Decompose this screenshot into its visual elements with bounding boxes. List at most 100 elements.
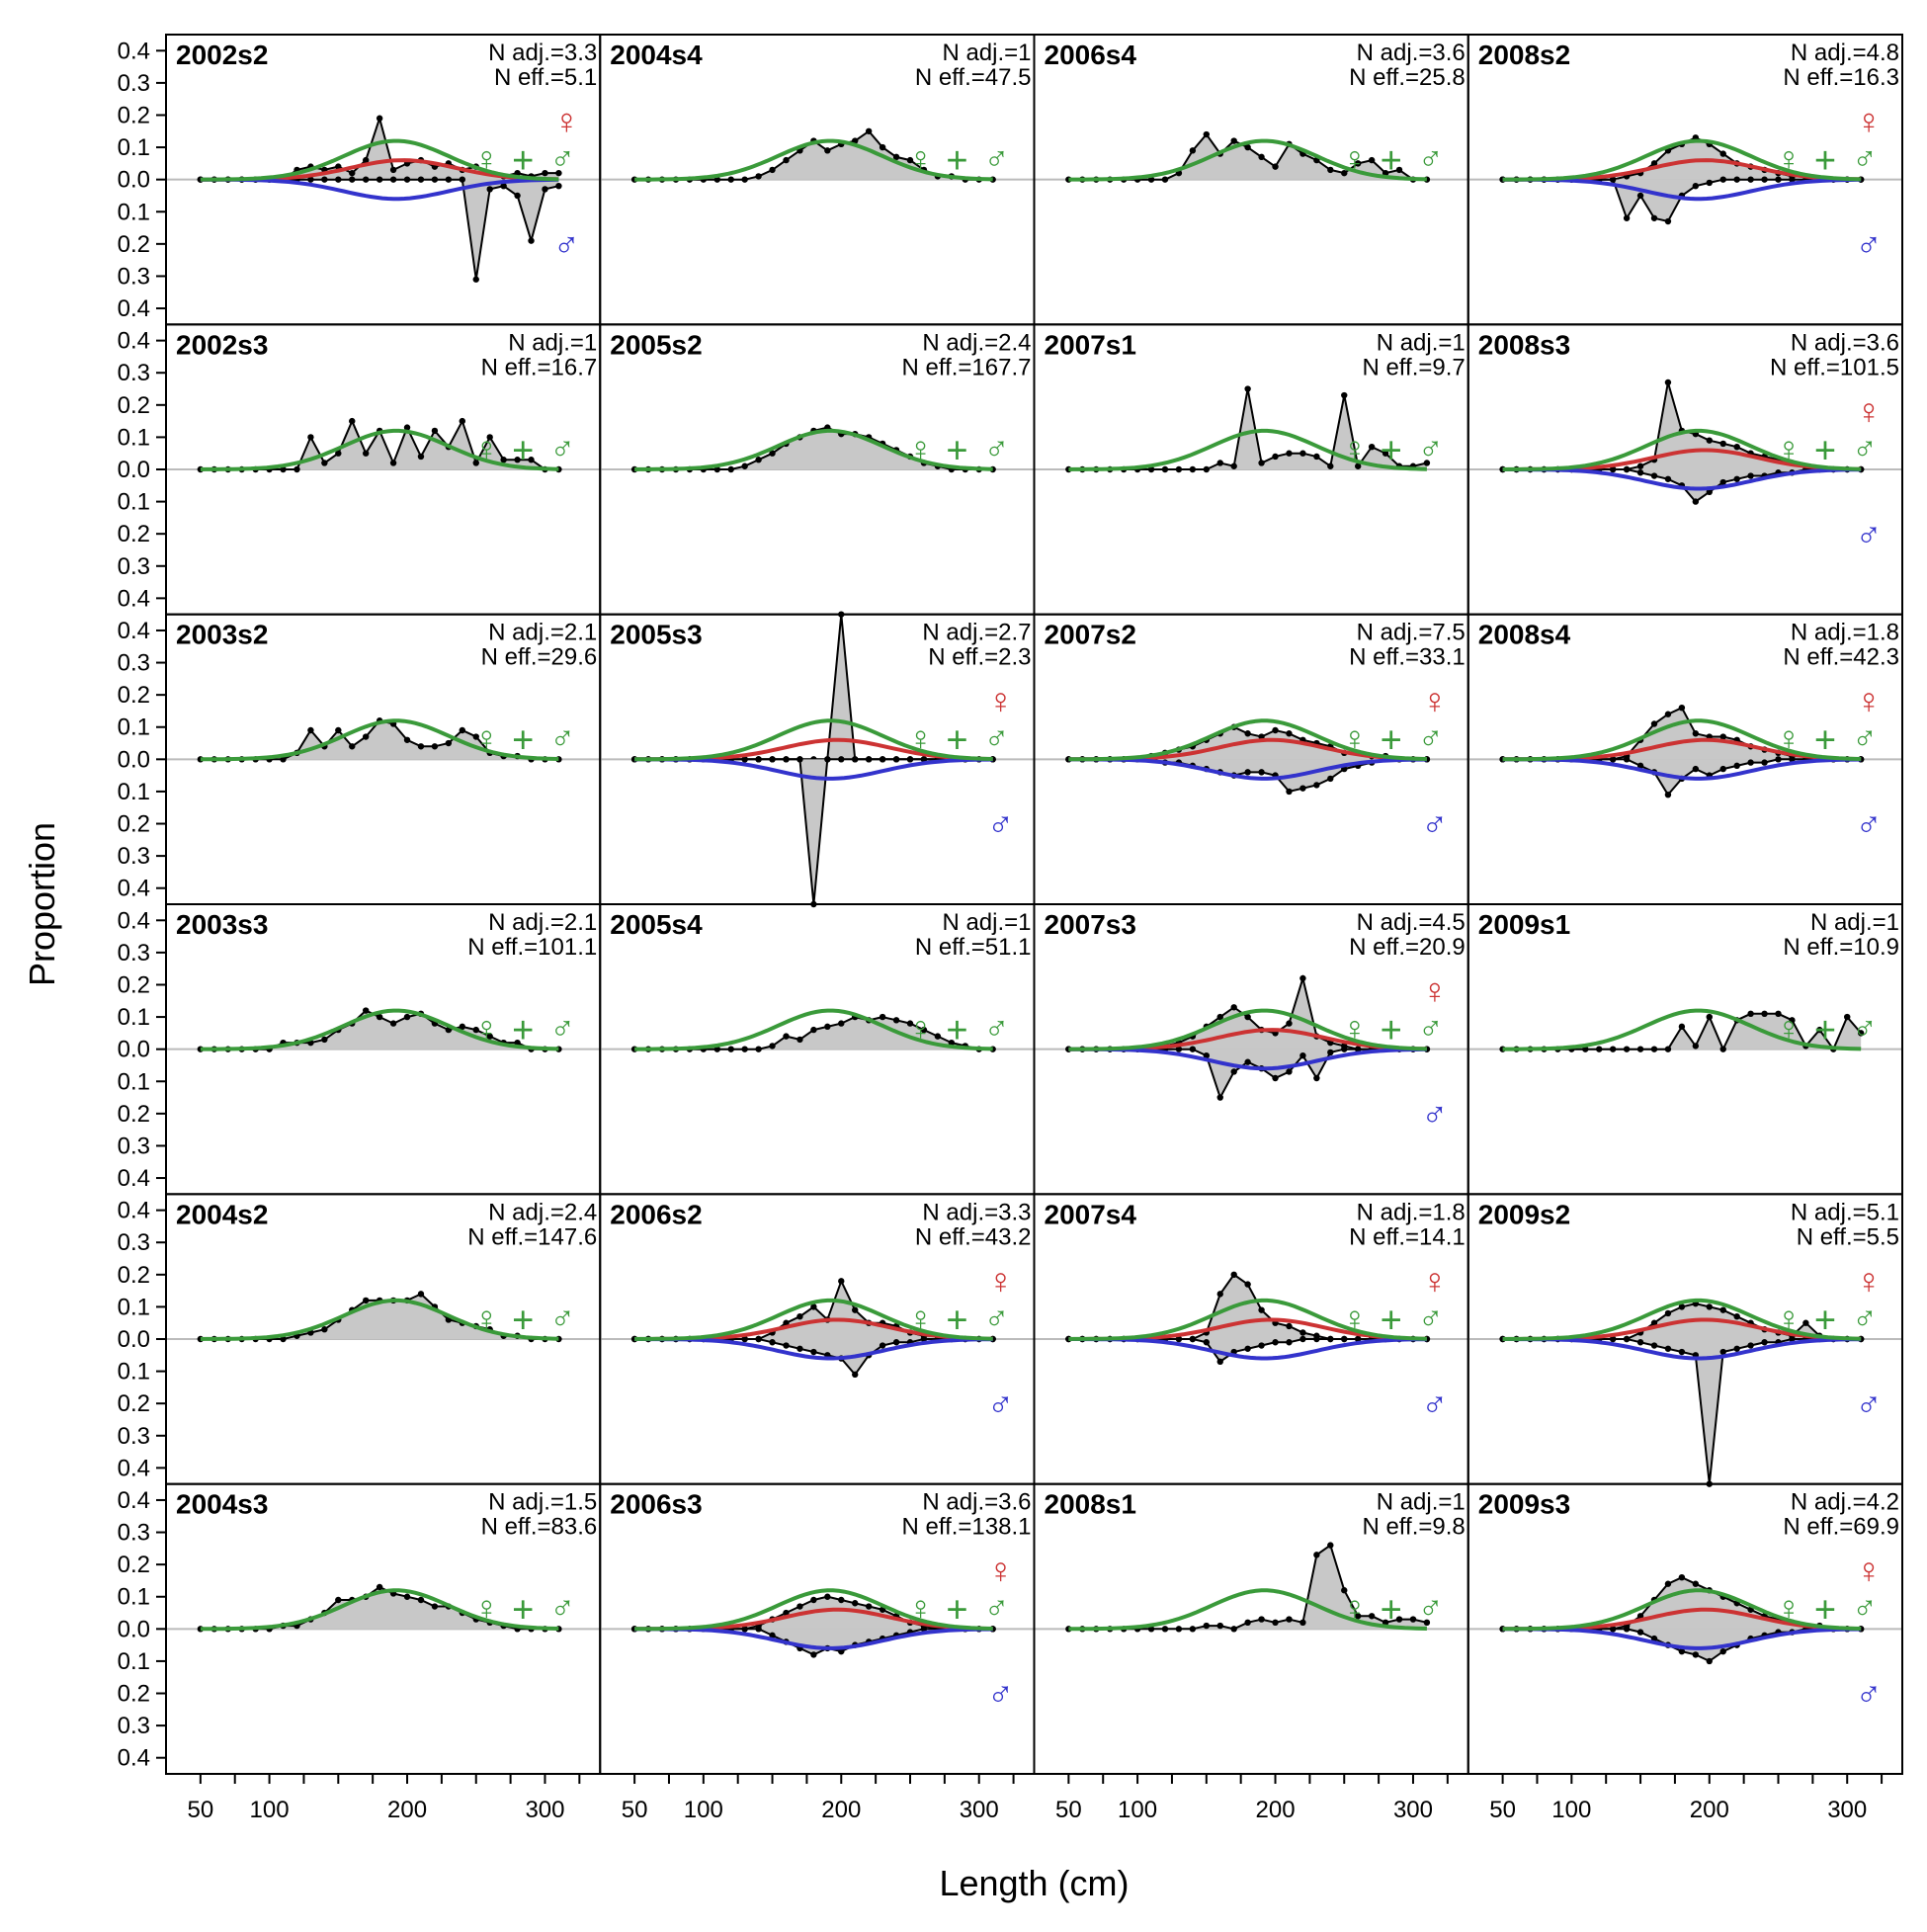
- x-axis-title: Length (cm): [939, 1863, 1129, 1903]
- panel-2006s4: ♀ + ♂ 2006s4 N adj.=3.6N eff.=25.8: [1033, 34, 1469, 326]
- male-obs-point: [1775, 756, 1782, 763]
- female-symbol: ♀: [553, 101, 580, 141]
- male-obs-point: [1650, 214, 1658, 221]
- n-eff-label: N eff.=69.9: [1783, 1514, 1899, 1541]
- combined-male-symbol: ♂: [984, 140, 1010, 178]
- obs-point: [335, 726, 342, 734]
- y-tick-label: 0.2: [118, 682, 150, 709]
- obs-point: [1258, 460, 1265, 466]
- male-obs-fill: [634, 1629, 993, 1655]
- obs-fill: [200, 1294, 559, 1339]
- total-exp-line: [1068, 138, 1427, 182]
- n-eff-label: N eff.=10.9: [1783, 934, 1899, 961]
- male-obs-point: [1341, 1046, 1348, 1052]
- male-exp-line: [1502, 757, 1862, 781]
- panel-title: 2004s4: [610, 40, 703, 70]
- male-obs-point: [892, 756, 900, 763]
- panel-title: 2007s2: [1045, 620, 1136, 650]
- total-exp-line: [1502, 1008, 1862, 1051]
- male-obs-point: [796, 1345, 803, 1352]
- n-adj-label: N adj.=1: [942, 40, 1031, 66]
- male-obs-point: [528, 237, 535, 244]
- obs-point: [293, 465, 300, 473]
- combined-female-symbol: ♀: [908, 720, 934, 758]
- obs-point: [500, 457, 507, 463]
- female-obs-point: [810, 1596, 817, 1604]
- n-adj-label: N adj.=4.2: [1791, 1489, 1899, 1516]
- combined-plus-symbol: +: [1814, 1010, 1836, 1051]
- n-adj-label: N adj.=1: [1810, 909, 1899, 936]
- obs-fill: [1068, 388, 1427, 469]
- male-obs-point: [1313, 782, 1320, 789]
- obs-point: [1423, 460, 1431, 466]
- male-obs-point: [892, 1339, 900, 1346]
- combined-plus-symbol: +: [1381, 1590, 1402, 1632]
- combined-male-symbol: ♂: [550, 430, 576, 467]
- male-obs-point: [1272, 1074, 1279, 1082]
- panel-title: 2005s3: [610, 620, 702, 650]
- male-exp-line: [1502, 467, 1862, 491]
- y-tick-label: 0.0: [118, 746, 150, 773]
- obs-point: [321, 460, 328, 466]
- panel-2003s2: ♀ + ♂ 2003s2 N adj.=2.1N eff.=29.6 0.4 0.3 0.2 0…: [118, 613, 602, 906]
- obs-point: [389, 460, 397, 466]
- male-obs-point: [1175, 1046, 1183, 1052]
- combined-male-symbol: ♂: [984, 430, 1010, 467]
- male-obs-fill: [634, 759, 993, 904]
- female-obs-point: [838, 1596, 845, 1604]
- obs-point: [445, 739, 453, 747]
- obs-point: [431, 427, 439, 435]
- male-obs-point: [1692, 498, 1700, 505]
- obs-point: [934, 1033, 942, 1040]
- male-obs-point: [1286, 1339, 1293, 1346]
- x-tick-label: 100: [1118, 1797, 1157, 1823]
- combined-female-symbol: ♀: [1342, 720, 1368, 758]
- female-obs-point: [1286, 1020, 1293, 1027]
- obs-point: [1299, 1619, 1306, 1627]
- male-obs-point: [1216, 1358, 1223, 1366]
- n-eff-label: N eff.=20.9: [1349, 934, 1466, 961]
- panel-2004s3: ♀ + ♂ 2004s3 N adj.=1.5N eff.=83.6 0.4 0.3 0.2 0…: [118, 1482, 602, 1823]
- male-obs-point: [879, 1342, 886, 1349]
- combined-plus-symbol: +: [946, 430, 967, 471]
- obs-point: [431, 1603, 439, 1610]
- female-obs-fill: [1502, 137, 1862, 180]
- male-obs-point: [403, 176, 411, 183]
- obs-point: [472, 733, 479, 740]
- female-obs-point: [783, 1319, 790, 1326]
- obs-point: [1706, 1013, 1713, 1021]
- panel-2008s4: ♀♂♀ + ♂2008s4 N adj.=1.8N eff.=42.3: [1466, 613, 1903, 906]
- obs-point: [1382, 1619, 1389, 1627]
- female-obs-point: [1692, 730, 1700, 737]
- y-axis-title: Proportion: [22, 822, 62, 986]
- male-obs-point: [1354, 1046, 1362, 1052]
- male-obs-point: [1609, 465, 1617, 473]
- combined-plus-symbol: +: [1381, 1010, 1402, 1051]
- y-tick-label: 0.2: [118, 971, 150, 998]
- panel-title: 2006s4: [1045, 40, 1137, 70]
- male-obs-point: [810, 1651, 817, 1658]
- male-obs-point: [1650, 1342, 1658, 1349]
- obs-point: [1636, 1046, 1644, 1052]
- obs-point: [1327, 166, 1334, 174]
- combined-female-symbol: ♀: [474, 430, 500, 467]
- male-obs-point: [1775, 176, 1782, 183]
- obs-point: [1216, 1622, 1223, 1630]
- combined-male-symbol: ♂: [1418, 1590, 1444, 1628]
- y-tick-label: 0.4: [118, 1745, 150, 1772]
- x-tick-label: 100: [684, 1797, 723, 1823]
- total-exp-line: [200, 138, 559, 182]
- combined-female-symbol: ♀: [474, 720, 500, 758]
- male-obs-point: [1719, 1647, 1726, 1655]
- female-obs-point: [1802, 1319, 1809, 1326]
- y-tick-label: 0.2: [118, 1101, 150, 1128]
- male-obs-point: [1706, 1657, 1713, 1665]
- panel-title: 2004s2: [176, 1199, 268, 1229]
- female-obs-point: [1678, 1303, 1686, 1310]
- combined-male-symbol: ♂: [984, 1300, 1010, 1337]
- y-tick-label: 0.1: [118, 1648, 150, 1675]
- panel-title: 2008s4: [1478, 620, 1571, 650]
- female-obs-point: [1650, 1319, 1658, 1326]
- n-adj-label: N adj.=3.6: [1357, 40, 1466, 66]
- n-eff-label: N eff.=47.5: [915, 64, 1032, 91]
